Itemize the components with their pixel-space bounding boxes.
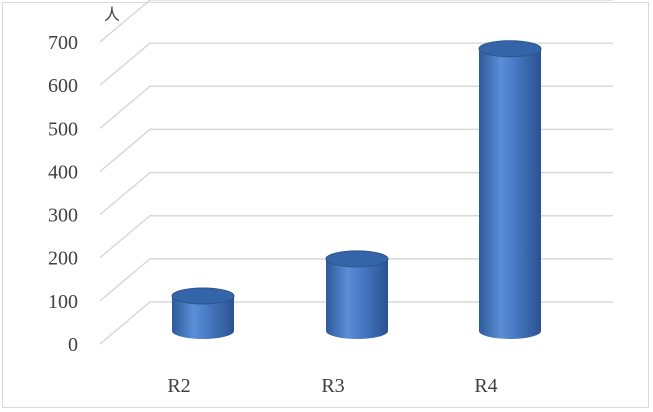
- y-axis-unit-label: 人: [104, 6, 120, 24]
- gridline: [99, 85, 613, 129]
- gridline: [99, 301, 613, 345]
- bar-R2: [171, 287, 235, 339]
- gridline: [99, 0, 613, 43]
- bar-body: [326, 258, 388, 339]
- x-category-label: R2: [167, 375, 190, 397]
- gridline: [99, 214, 613, 259]
- bar-top: [171, 287, 235, 305]
- y-tick-label: 300: [48, 205, 78, 227]
- y-tick-label: 400: [48, 161, 78, 183]
- y-tick-label: 0: [68, 334, 78, 356]
- bar-R3: [325, 250, 389, 339]
- bar-top: [325, 250, 389, 268]
- y-tick-label: 100: [48, 291, 78, 313]
- y-tick-label: 500: [48, 118, 78, 140]
- x-category-label: R4: [474, 375, 497, 397]
- chart-frame: [2, 2, 649, 408]
- gridline: [99, 171, 613, 216]
- x-category-label: R3: [321, 375, 344, 397]
- gridline: [99, 258, 613, 302]
- x-axis-categories: R2 R3 R4: [167, 375, 497, 397]
- bar-R4: [478, 40, 542, 340]
- gridline: [99, 128, 613, 173]
- y-axis-ticks: 0 100 200 300 400 500 600 700: [48, 32, 78, 356]
- gridline: [99, 42, 613, 86]
- bar-top: [478, 40, 542, 58]
- y-tick-label: 600: [48, 75, 78, 97]
- y-tick-label: 700: [48, 32, 78, 54]
- gridlines: [99, 0, 613, 345]
- bar-body: [172, 295, 234, 339]
- bar-body: [479, 48, 541, 340]
- bars: [171, 40, 542, 340]
- y-tick-label: 200: [48, 248, 78, 270]
